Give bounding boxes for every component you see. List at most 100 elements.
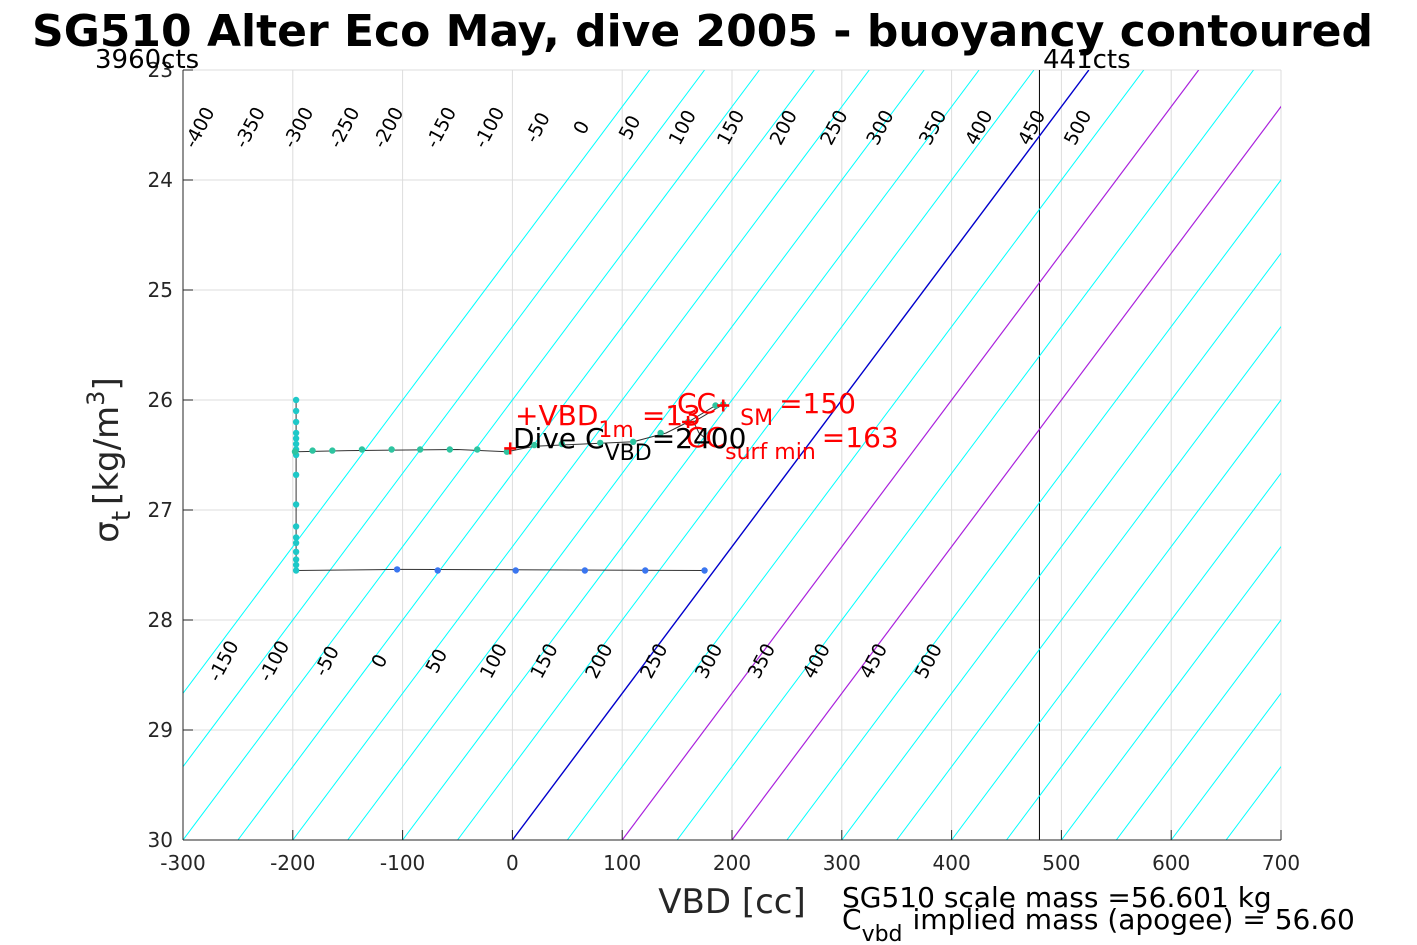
implied-mass-sub: vbd bbox=[862, 922, 903, 945]
y-axis-label-sup: 3 bbox=[82, 391, 110, 406]
data-point bbox=[393, 566, 401, 573]
x-tick-label: -300 bbox=[160, 851, 205, 875]
data-point bbox=[292, 429, 300, 437]
y-axis-label: σt [kg/m3] bbox=[82, 377, 137, 542]
x-axis-ticks: -300 -200 -100 0 100 200 300 400 500 600 700 bbox=[160, 830, 1300, 875]
buoyancy-contour-line bbox=[841, 252, 1281, 840]
buoyancy-contour-line bbox=[731, 105, 1281, 840]
buoyancy-contour-line bbox=[347, 70, 925, 840]
x-tick-label: 500 bbox=[1042, 851, 1080, 875]
buoyancy-contour-line bbox=[1060, 545, 1281, 840]
y-tick-label: 29 bbox=[148, 718, 173, 742]
data-point bbox=[642, 567, 649, 574]
buoyancy-contour-line bbox=[457, 70, 1035, 840]
data-point bbox=[512, 567, 519, 574]
implied-mass-rest: implied mass (apogee) = 56.60 bbox=[913, 903, 1355, 936]
x-tick-label: 200 bbox=[713, 851, 751, 875]
y-tick-label: 23 bbox=[148, 58, 173, 82]
cvbd-value: =2400 bbox=[652, 422, 747, 455]
cc-surf-min-annotation: CCsurf min =163 bbox=[686, 421, 899, 465]
cc-sm-sub: SM bbox=[740, 406, 773, 431]
buoyancy-contour-line bbox=[566, 70, 1145, 840]
x-tick-label: 0 bbox=[506, 851, 519, 875]
buoyancy-contour-line bbox=[183, 70, 705, 768]
x-tick-label: -100 bbox=[380, 851, 425, 875]
buoyancy-contour-line bbox=[511, 70, 1090, 840]
dive-track-upper bbox=[295, 400, 724, 453]
buoyancy-contour-line bbox=[896, 325, 1281, 840]
buoyancy-contour-line bbox=[183, 70, 651, 695]
y-tick-label: 27 bbox=[148, 498, 173, 522]
y-tick-label: 30 bbox=[148, 828, 173, 852]
data-point bbox=[292, 440, 300, 448]
data-point bbox=[581, 567, 589, 574]
y-tick-label: 28 bbox=[148, 608, 173, 632]
data-point bbox=[329, 447, 336, 454]
data-point bbox=[701, 567, 708, 574]
data-point bbox=[446, 446, 454, 453]
cc-surf-value: =163 bbox=[822, 421, 899, 454]
data-point bbox=[292, 435, 300, 442]
scale-mass-footer: SG510 scale mass =56.601 kg bbox=[842, 881, 1272, 914]
data-point bbox=[531, 441, 538, 449]
data-point bbox=[291, 448, 299, 455]
buoyancy-contour-line bbox=[676, 70, 1254, 840]
vbd-1m-sub: 1m bbox=[598, 418, 633, 443]
x-tick-label: 300 bbox=[823, 851, 861, 875]
x-axis-label: VBD [cc] bbox=[658, 882, 806, 922]
data-point bbox=[503, 448, 511, 455]
x-tick-label: 100 bbox=[603, 851, 641, 875]
cc-sm-main: CC bbox=[677, 387, 716, 420]
buoyancy-contour-line bbox=[621, 70, 1200, 840]
top-right-count-label: 441cts bbox=[1043, 45, 1131, 75]
dive-track-lower bbox=[295, 451, 705, 572]
buoyancy-contour-line bbox=[1391, 70, 1417, 840]
data-point bbox=[657, 429, 664, 437]
cc-surf-sub: surf min bbox=[725, 440, 816, 465]
cc-surf-main: CC bbox=[686, 421, 725, 454]
cc-sm-value: =150 bbox=[779, 387, 856, 420]
y-axis-label-sigma: σ bbox=[87, 521, 127, 543]
data-point bbox=[292, 471, 300, 478]
data-point bbox=[474, 446, 481, 453]
x-tick-label: 700 bbox=[1262, 851, 1300, 875]
data-point bbox=[292, 501, 300, 508]
data-point bbox=[292, 561, 300, 569]
x-tick-label: 400 bbox=[933, 851, 971, 875]
buoyancy-contour-line bbox=[1115, 619, 1281, 840]
data-point bbox=[558, 440, 566, 448]
buoyancy-contour-line bbox=[402, 70, 980, 840]
buoyancy-contour-line bbox=[1006, 472, 1281, 840]
buoyancy-contour-line bbox=[1280, 839, 1281, 840]
y-axis-label-unit: [kg/m bbox=[87, 406, 127, 505]
top-left-count-label: 3960cts bbox=[95, 45, 199, 75]
y-axis-ticks: 23 24 25 26 27 28 29 30 bbox=[148, 58, 193, 852]
buoyancy-contour-line bbox=[1170, 692, 1281, 840]
y-axis-label-sub: t bbox=[107, 511, 137, 521]
buoyancy-contour-line bbox=[786, 179, 1281, 840]
buoyancy-contours bbox=[183, 70, 1417, 840]
data-point bbox=[292, 548, 300, 555]
x-tick-label: -200 bbox=[270, 851, 315, 875]
x-tick-label: 600 bbox=[1152, 851, 1190, 875]
data-point bbox=[292, 534, 300, 541]
y-tick-label: 25 bbox=[148, 278, 173, 302]
buoyancy-contour-line bbox=[292, 70, 870, 840]
data-point bbox=[629, 438, 637, 445]
dive-track bbox=[291, 396, 730, 574]
buoyancy-contour-line bbox=[237, 70, 815, 840]
data-point bbox=[292, 523, 300, 530]
y-tick-label: 24 bbox=[148, 168, 173, 192]
data-point bbox=[292, 396, 300, 404]
data-point bbox=[712, 402, 719, 409]
dive-cvbd-annotation: Dive CVBD=2400 bbox=[513, 422, 746, 466]
data-point bbox=[597, 439, 604, 447]
data-point bbox=[292, 418, 300, 426]
data-point bbox=[292, 567, 300, 574]
cvbd-sub: VBD bbox=[605, 441, 652, 466]
data-point bbox=[292, 407, 300, 415]
buoyancy-contour-line bbox=[1336, 70, 1417, 840]
data-point bbox=[388, 446, 395, 453]
implied-mass-main: C bbox=[842, 903, 862, 936]
